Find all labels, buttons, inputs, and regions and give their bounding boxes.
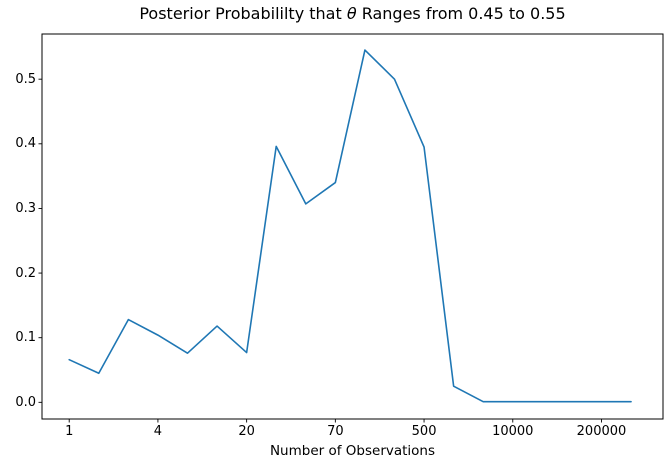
x-tick-label: 200000 [576,424,627,439]
x-tick-label: 500 [411,424,437,439]
x-tick-label: 10000 [492,424,534,439]
chart-title-suffix: Ranges from 0.45 to 0.55 [356,4,566,23]
x-axis-label: Number of Observations [269,443,436,459]
chart-title-prefix: Posterior Probabililty that [139,4,347,23]
y-tick-label: 0.2 [15,265,36,281]
y-tick-label: 0.4 [15,136,36,152]
y-tick-label: 0.0 [15,394,36,410]
x-tick-label: 4 [153,424,163,439]
x-tick-label: 20 [238,424,255,439]
y-tick-label: 0.3 [15,200,36,216]
chart-title: Posterior Probabililty that θ Ranges fro… [42,4,663,24]
y-tick-label: 0.1 [15,330,36,346]
plot-area-border [41,33,664,420]
theta-symbol: θ [346,4,357,23]
x-tick-label: 1 [65,424,74,439]
posterior-line [68,49,632,403]
y-tick-label: 0.5 [15,71,36,87]
x-tick-label: 70 [327,424,344,439]
